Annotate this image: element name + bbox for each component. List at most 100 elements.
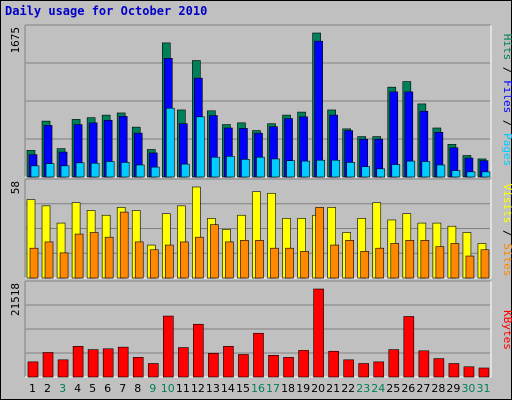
day-label: 29 [446,382,460,395]
bar-sites [315,207,324,279]
day-label: 8 [134,382,141,395]
day-label: 31 [476,382,490,395]
bar-pages [30,165,40,178]
bar-pages [361,166,371,178]
bar-pages [331,159,340,178]
bar-kbytes [373,361,385,378]
bar-pages [45,163,55,178]
bar-kbytes [147,363,159,378]
bar-sites [89,232,99,279]
bar-sites [435,246,445,279]
legend-separator: / [501,113,512,133]
bar-sites [59,252,69,279]
bar-kbytes [343,359,354,378]
day-label: 24 [371,382,385,395]
day-label: 9 [149,382,156,395]
day-label: 25 [386,382,400,395]
bar-pages [75,162,85,178]
day-label: 20 [311,382,325,395]
bar-kbytes [403,316,415,378]
day-label: 2 [44,382,51,395]
day-label: 6 [104,382,111,395]
bar-kbytes [448,363,460,378]
bar-kbytes [27,361,39,378]
bar-kbytes [42,352,54,378]
day-label: 11 [176,382,190,395]
bar-sites [210,224,219,279]
bar-sites [149,249,159,279]
legend-top: Hits / Files / Pages [501,34,512,167]
day-label: 10 [161,382,175,395]
day-label: 4 [74,382,81,395]
bar-sites [345,240,354,279]
bar-pages [451,170,461,178]
legend-hits: Hits [501,34,512,61]
bar-sites [300,251,309,279]
legend-middle: Visits / Sites [501,184,512,277]
bar-kbytes [388,349,400,378]
bar-pages [436,164,446,178]
bar-kbytes [193,323,204,378]
day-label: 16 [251,382,265,395]
legend-bottom: KBytes [501,310,512,350]
bar-kbytes [433,358,445,378]
bar-kbytes [223,346,234,378]
bar-pages [90,162,100,178]
bar-pages [226,156,235,178]
y-max-label: 21518 [9,283,22,316]
bar-sites [134,241,144,279]
bar-sites [420,240,430,279]
bar-pages [466,171,476,178]
bar-sites [330,244,339,279]
bar-pages [406,160,416,178]
bar-sites [104,236,114,279]
bar-pages [271,158,280,178]
day-label: 3 [59,382,66,395]
bar-sites [29,247,39,279]
legend-separator: / [501,60,512,80]
bar-kbytes [72,346,84,378]
day-label: 23 [356,382,370,395]
bar-sites [255,240,264,279]
legend-files: Files [501,80,512,113]
bar-sites [480,249,490,279]
bar-pages [165,107,175,178]
bar-sites [360,251,370,279]
bar-pages [181,163,190,178]
day-label: 7 [119,382,126,395]
bar-files [314,40,323,178]
bar-kbytes [102,348,114,378]
bar-pages [481,171,491,178]
bar-kbytes [162,315,174,378]
bar-kbytes [238,354,249,378]
bar-pages [346,162,355,178]
bar-sites [119,211,129,279]
day-label: 19 [296,382,310,395]
bar-sites [375,247,385,279]
bar-kbytes [418,350,430,378]
legend-visits: Visits [501,184,512,224]
chart-title: Daily usage for October 2010 [5,4,208,18]
bar-sites [74,233,84,279]
bar-sites [225,241,234,279]
bar-kbytes [268,355,279,378]
day-label: 15 [236,382,250,395]
day-label: 22 [341,382,355,395]
day-label: 17 [266,382,280,395]
bar-pages [376,168,386,178]
day-label: 18 [281,382,295,395]
legend-kbytes: KBytes [501,310,512,350]
day-label: 5 [89,382,96,395]
bar-sites [450,243,460,279]
bar-sites [240,240,249,279]
bar-pages [391,164,401,178]
day-label: 26 [401,382,415,395]
bar-pages [135,164,145,178]
bar-pages [120,162,130,178]
legend-separator: / [501,223,512,243]
bar-kbytes [57,359,69,378]
day-label: 14 [221,382,235,395]
bar-sites [285,247,294,279]
bar-pages [286,160,295,178]
bar-pages [105,161,115,178]
